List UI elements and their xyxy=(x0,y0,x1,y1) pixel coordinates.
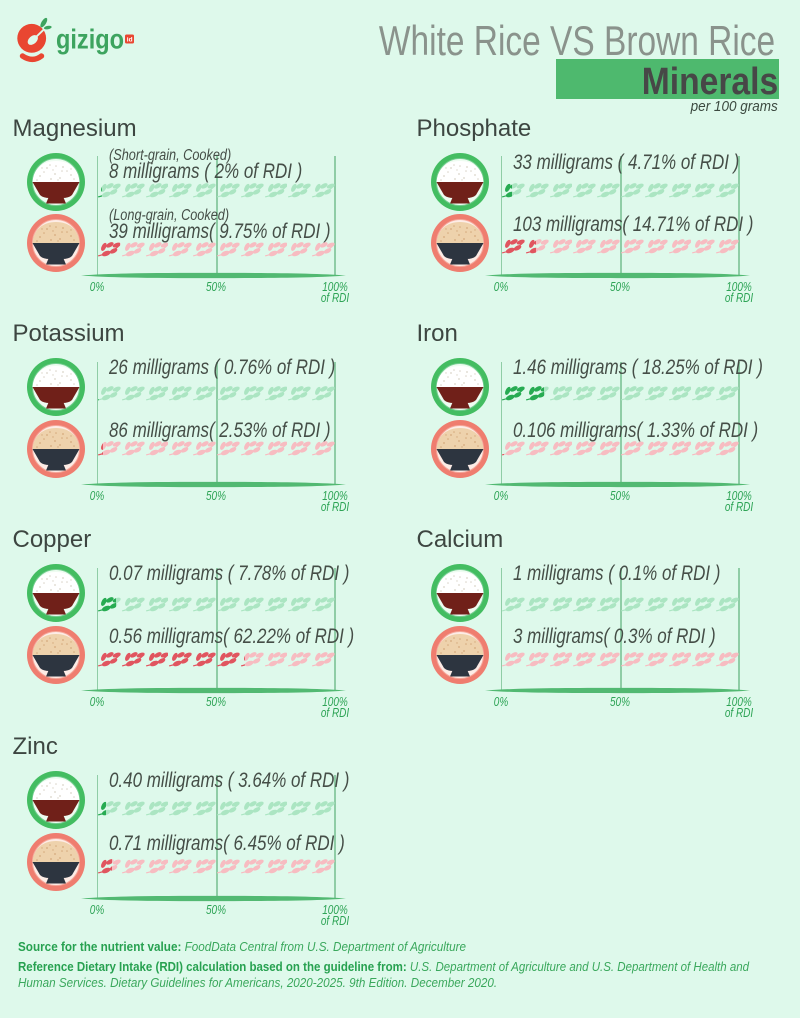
svg-text:id: id xyxy=(127,37,133,44)
svg-text:gizigo: gizigo xyxy=(56,24,124,55)
